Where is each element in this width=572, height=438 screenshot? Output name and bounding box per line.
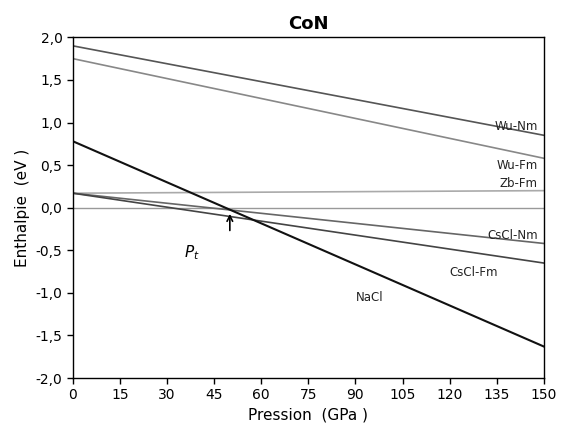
Y-axis label: Enthalpie  (eV ): Enthalpie (eV ): [15, 148, 30, 267]
Title: CoN: CoN: [288, 15, 328, 33]
X-axis label: Pression  (GPa ): Pression (GPa ): [248, 408, 368, 423]
Text: CsCl-Nm: CsCl-Nm: [487, 229, 538, 242]
Text: Wu-Nm: Wu-Nm: [494, 120, 538, 133]
Text: $P_t$: $P_t$: [184, 244, 200, 262]
Text: NaCl: NaCl: [355, 291, 383, 304]
Text: Zb-Fm: Zb-Fm: [499, 177, 538, 190]
Text: Wu-Fm: Wu-Fm: [496, 159, 538, 172]
Text: CsCl-Fm: CsCl-Fm: [450, 265, 498, 279]
